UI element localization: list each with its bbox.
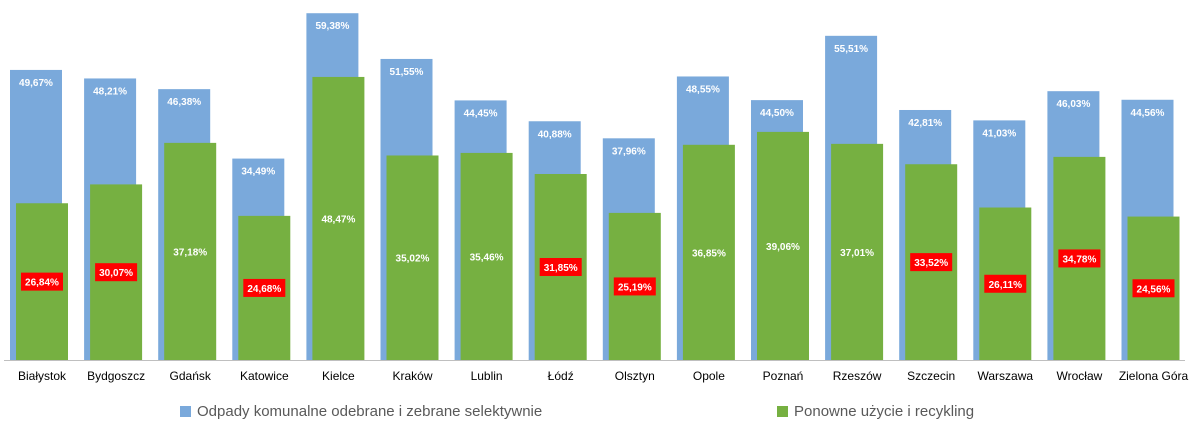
x-tick-label: Białystok bbox=[18, 369, 67, 383]
data-label-recycling: 39,06% bbox=[766, 242, 800, 253]
bar-recycling bbox=[831, 143, 884, 360]
x-tick-label: Olsztyn bbox=[615, 369, 655, 383]
data-label-recycling: 48,47% bbox=[321, 214, 355, 225]
legend-swatch-green bbox=[777, 406, 788, 417]
highlight-box bbox=[613, 277, 656, 296]
x-tick-label: Szczecin bbox=[907, 369, 955, 383]
data-label-selective: 46,03% bbox=[1056, 99, 1090, 110]
x-tick-label: Kielce bbox=[322, 369, 355, 383]
legend-label-recycling: Ponowne użycie i recykling bbox=[794, 403, 975, 420]
data-label-recycling: 31,85% bbox=[544, 263, 578, 274]
data-label-recycling: 25,19% bbox=[618, 282, 652, 293]
data-label-recycling: 24,68% bbox=[247, 284, 281, 295]
highlight-box bbox=[243, 278, 286, 297]
x-tick-label: Katowice bbox=[240, 369, 289, 383]
data-label-recycling: 33,52% bbox=[914, 258, 948, 269]
data-label-recycling: 34,78% bbox=[1062, 254, 1096, 265]
highlight-box bbox=[95, 263, 138, 282]
data-label-recycling: 30,07% bbox=[99, 268, 133, 279]
chart-legend: Odpady komunalne odebrane i zebrane sele… bbox=[0, 403, 1189, 421]
data-label-selective: 49,67% bbox=[19, 78, 53, 89]
data-label-recycling: 24,56% bbox=[1137, 284, 1171, 295]
bar-recycling bbox=[164, 142, 217, 360]
data-label-recycling: 37,18% bbox=[173, 247, 207, 258]
data-label-selective: 59,38% bbox=[315, 21, 349, 32]
bar-recycling bbox=[386, 155, 439, 360]
highlight-box bbox=[984, 274, 1027, 293]
legend-swatch-blue bbox=[180, 406, 191, 417]
data-label-selective: 34,49% bbox=[241, 167, 275, 178]
x-tick-label: Łódź bbox=[548, 369, 574, 383]
x-tick-label: Lublin bbox=[471, 369, 503, 383]
highlight-box bbox=[21, 272, 63, 291]
bar-recycling bbox=[682, 144, 735, 360]
x-tick-label: Warszawa bbox=[978, 369, 1034, 383]
data-label-selective: 44,56% bbox=[1131, 108, 1165, 119]
highlight-box bbox=[539, 257, 582, 276]
x-tick-label: Poznań bbox=[763, 369, 804, 383]
data-label-selective: 37,96% bbox=[612, 146, 646, 157]
highlight-box bbox=[1132, 279, 1175, 298]
highlight-box bbox=[910, 253, 953, 272]
data-label-recycling: 26,11% bbox=[989, 280, 1022, 291]
bar-recycling bbox=[312, 76, 365, 360]
x-tick-label: Zielona Góra bbox=[1119, 369, 1189, 383]
data-label-recycling: 35,46% bbox=[470, 252, 504, 263]
data-label-selective: 44,50% bbox=[760, 108, 794, 119]
data-label-selective: 44,45% bbox=[464, 108, 498, 119]
bar-recycling bbox=[460, 152, 513, 360]
legend-label-selective: Odpady komunalne odebrane i zebrane sele… bbox=[197, 403, 543, 420]
data-label-selective: 46,38% bbox=[167, 97, 201, 108]
data-label-selective: 55,51% bbox=[834, 44, 868, 55]
data-label-recycling: 36,85% bbox=[692, 248, 726, 259]
data-label-selective: 40,88% bbox=[538, 129, 572, 140]
data-label-selective: 48,21% bbox=[93, 86, 127, 97]
legend-item-recycling: Ponowne użycie i recykling bbox=[777, 403, 974, 420]
legend-item-selective: Odpady komunalne odebrane i zebrane sele… bbox=[180, 403, 542, 420]
x-tick-label: Gdańsk bbox=[170, 369, 212, 383]
data-label-recycling: 37,01% bbox=[840, 248, 874, 259]
data-label-selective: 41,03% bbox=[982, 128, 1016, 139]
bar-chart: 49,67% 26,84% Białystok 48,21% 30,07% Bydgosz… bbox=[4, 13, 1189, 383]
x-tick-label: Kraków bbox=[392, 369, 432, 383]
data-label-selective: 42,81% bbox=[908, 118, 942, 129]
x-tick-label: Opole bbox=[693, 369, 725, 383]
x-tick-label: Rzeszów bbox=[833, 369, 882, 383]
data-label-selective: 51,55% bbox=[390, 67, 424, 78]
x-tick-label: Bydgoszcz bbox=[87, 369, 145, 383]
highlight-box bbox=[1058, 249, 1101, 268]
data-label-recycling: 26,84% bbox=[25, 278, 59, 289]
bar-recycling bbox=[757, 131, 809, 360]
data-label-selective: 48,55% bbox=[686, 84, 720, 95]
x-tick-label: Wrocław bbox=[1057, 369, 1103, 383]
data-label-recycling: 35,02% bbox=[396, 254, 430, 265]
